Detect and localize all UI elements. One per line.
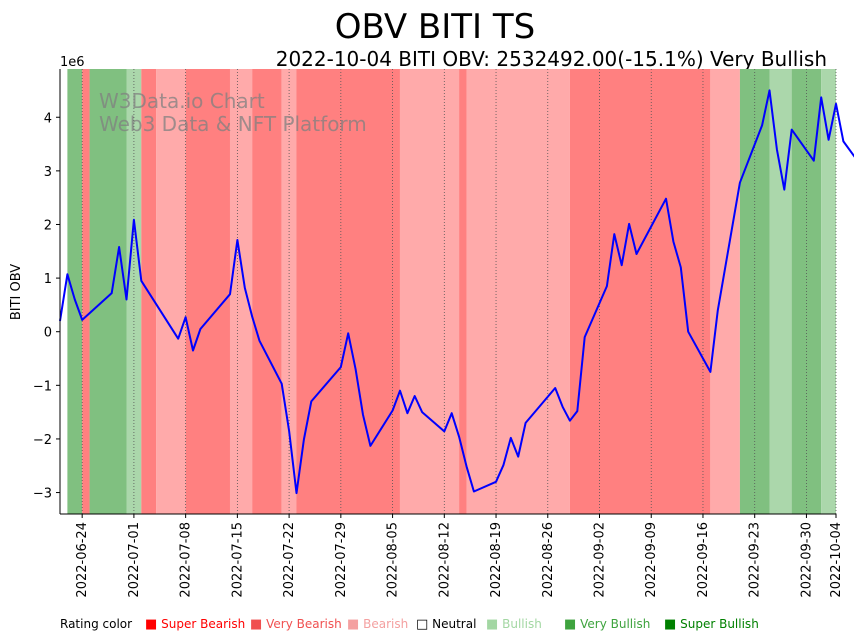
x-tick-label: 2022-07-01 [127, 522, 142, 598]
rating-bands [67, 69, 836, 514]
rating-band [89, 69, 127, 514]
legend-item-bullish: ■ Bullish [486, 617, 542, 632]
y-ticks: −3 −2 −1 0 1 2 3 4 [33, 111, 60, 502]
legend-item-neutral: □ Neutral [416, 617, 476, 632]
rating-band [67, 69, 83, 514]
rating-band [466, 69, 570, 514]
legend-swatch-icon: ■ [145, 617, 158, 632]
x-tick-label: 2022-07-29 [334, 522, 349, 598]
rating-band [296, 69, 400, 514]
y-tick-label: 4 [44, 111, 52, 126]
y-tick-label: 0 [44, 326, 52, 341]
watermark-line-1: W3Data.io Chart [99, 89, 265, 113]
rating-band [569, 69, 711, 514]
legend-item-label: Neutral [432, 617, 477, 631]
rating-band [399, 69, 460, 514]
legend-item-label: Very Bullish [580, 617, 651, 631]
y-tick-label: −1 [33, 379, 52, 394]
y-multiplier: 1e6 [60, 55, 85, 70]
legend-item-very-bearish: ■ Very Bearish [250, 617, 342, 632]
legend-swatch-icon: □ [416, 617, 429, 632]
legend-item-label: Bullish [502, 617, 542, 631]
legend-item-label: Super Bearish [161, 617, 246, 631]
x-tick-label: 2022-09-16 [696, 522, 711, 598]
x-tick-label: 2022-08-19 [489, 522, 504, 598]
x-tick-label: 2022-08-05 [386, 522, 401, 598]
x-tick-label: 2022-09-02 [593, 522, 608, 598]
legend-swatch-icon: ■ [664, 617, 677, 632]
obv-line [59, 89, 854, 495]
legend-item-very-bullish: ■ Very Bullish [564, 617, 650, 632]
legend-swatch-icon: ■ [486, 617, 499, 632]
chart-title: OBV BITI TS [335, 7, 535, 47]
legend-item-super-bullish: ■ Super Bullish [664, 617, 759, 632]
x-tick-label: 2022-06-24 [75, 522, 90, 598]
x-tick-label: 2022-09-09 [644, 522, 659, 598]
x-tick-label: 2022-08-12 [437, 522, 452, 598]
x-tick-label: 2022-10-04 [829, 522, 844, 598]
rating-band [185, 69, 230, 514]
rating-band [82, 69, 90, 514]
rating-band [769, 69, 792, 514]
legend-label: Rating color [60, 617, 133, 631]
x-tick-label: 2022-07-15 [230, 522, 245, 598]
x-tick-label: 2022-09-30 [799, 522, 814, 598]
rating-band [821, 69, 836, 514]
legend-item-label: Very Bearish [266, 617, 342, 631]
y-tick-label: −3 [33, 487, 52, 502]
legend-item-label: Bearish [363, 617, 409, 631]
legend-swatch-icon: ■ [250, 617, 263, 632]
rating-band [156, 69, 186, 514]
legend-item-bearish: ■ Bearish [347, 617, 408, 632]
x-tick-label: 2022-09-23 [748, 522, 763, 598]
x-tick-label: 2022-07-08 [179, 522, 194, 598]
x-ticks: 2022-06-24 2022-07-01 2022-07-08 2022-07-15… [75, 514, 844, 598]
y-axis-label: BITI OBV [9, 264, 24, 320]
rating-band [459, 69, 467, 514]
legend-swatch-icon: ■ [347, 617, 360, 632]
obv-series [59, 89, 854, 495]
legend-item-label: Super Bullish [680, 617, 759, 631]
x-tick-label: 2022-07-22 [282, 522, 297, 598]
legend-item-super-bearish: ■ Super Bearish [145, 617, 245, 632]
legend-swatch-icon: ■ [564, 617, 577, 632]
y-tick-label: 1 [44, 272, 52, 287]
x-tick-label: 2022-08-26 [541, 522, 556, 598]
y-tick-label: 3 [44, 165, 52, 180]
x-gridlines [81, 69, 837, 514]
watermark-line-2: Web3 Data & NFT Platform [99, 112, 367, 136]
axes [59, 69, 836, 515]
chart-subtitle: 2022-10-04 BITI OBV: 2532492.00(-15.1%) … [276, 47, 827, 71]
rating-band [229, 69, 253, 514]
rating-band [252, 69, 282, 514]
rating-band [710, 69, 740, 514]
y-tick-label: −2 [33, 433, 52, 448]
y-tick-label: 2 [44, 218, 52, 233]
watermark: W3Data.io Chart Web3 Data & NFT Platform [99, 89, 367, 136]
